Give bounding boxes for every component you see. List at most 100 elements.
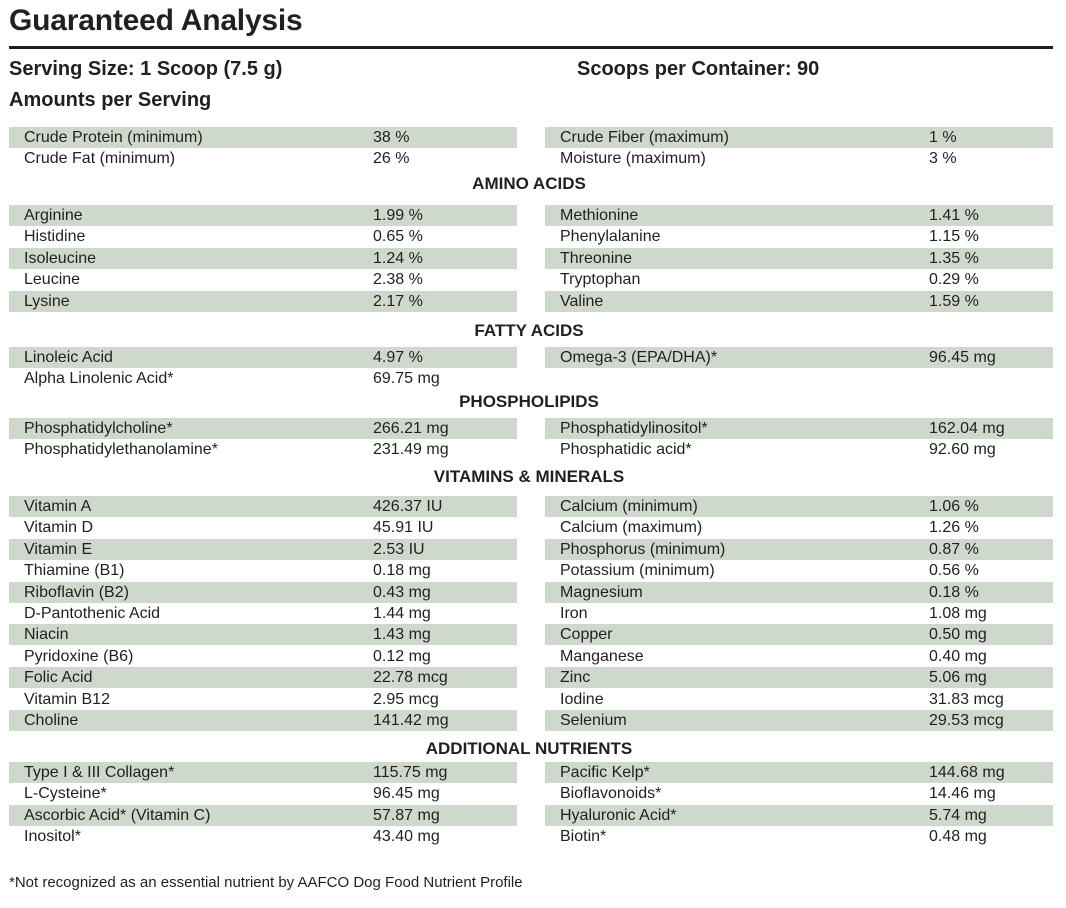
nutrient-row-hyaluronic-acid: Hyaluronic Acid* 5.74 mg <box>545 805 1053 826</box>
nutrient-name: Vitamin A <box>24 498 92 515</box>
nutrient-row-leucine: Leucine 2.38 % <box>9 269 517 290</box>
nutrient-value: 162.04 mg <box>929 420 1005 437</box>
nutrient-name: Thiamine (B1) <box>24 562 125 579</box>
nutrient-value: 0.87 % <box>929 541 979 558</box>
nutrient-row-copper: Copper 0.50 mg <box>545 624 1053 645</box>
nutrient-row-ascorbic-acid-vitamin-c: Ascorbic Acid* (Vitamin C) 57.87 mg <box>9 805 517 826</box>
nutrient-value: 2.53 IU <box>373 541 425 558</box>
nutrient-row-choline: Choline 141.42 mg <box>9 710 517 731</box>
nutrient-row-crude-fiber-maximum: Crude Fiber (maximum) 1 % <box>545 127 1053 148</box>
scoops-per-container: Scoops per Container: 90 <box>577 58 820 80</box>
nutrient-value: 4.97 % <box>373 349 423 366</box>
nutrient-row-isoleucine: Isoleucine 1.24 % <box>9 248 517 269</box>
nutrient-row-methionine: Methionine 1.41 % <box>545 205 1053 226</box>
section-heading-additional-nutrients: ADDITIONAL NUTRIENTS <box>425 739 633 758</box>
nutrient-value: 2.38 % <box>373 271 423 288</box>
nutrient-name: Moisture (maximum) <box>560 150 706 167</box>
nutrient-value: 0.50 mg <box>929 626 987 643</box>
nutrient-value: 5.06 mg <box>929 669 987 686</box>
nutrient-name: Methionine <box>560 207 639 224</box>
nutrient-name: Leucine <box>24 271 81 288</box>
nutrient-name: Crude Fat (minimum) <box>24 150 176 167</box>
footnote: *Not recognized as an essential nutrient… <box>9 874 523 891</box>
nutrient-value: 426.37 IU <box>373 498 443 515</box>
nutrient-name: Alpha Linolenic Acid* <box>24 370 174 387</box>
nutrient-name: Linoleic Acid <box>24 349 113 366</box>
section-heading-phospholipids: PHOSPHOLIPIDS <box>459 392 599 411</box>
nutrient-row-arginine: Arginine 1.99 % <box>9 205 517 226</box>
nutrient-value: 0.43 mg <box>373 584 431 601</box>
nutrient-value: 29.53 mcg <box>929 712 1004 729</box>
nutrient-value: 0.40 mg <box>929 648 987 665</box>
nutrient-name: Iron <box>560 605 588 622</box>
nutrient-name: Calcium (minimum) <box>560 498 698 515</box>
nutrient-row-biotin: Biotin* 0.48 mg <box>545 826 1053 847</box>
nutrient-row-phosphatidylinositol: Phosphatidylinositol* 162.04 mg <box>545 418 1053 439</box>
nutrient-value: 2.17 % <box>373 293 423 310</box>
nutrient-row-calcium-maximum: Calcium (maximum) 1.26 % <box>545 517 1053 538</box>
nutrient-row-phosphatidic-acid: Phosphatidic acid* 92.60 mg <box>545 439 1053 460</box>
nutrient-name: Crude Fiber (maximum) <box>560 129 729 146</box>
nutrient-value: 1.24 % <box>373 250 423 267</box>
nutrient-value: 115.75 mg <box>373 764 448 781</box>
section-heading-amino-acids: AMINO ACIDS <box>472 174 586 193</box>
nutrient-name: Phosphatidylinositol* <box>560 420 708 437</box>
nutrient-value: 266.21 mg <box>373 420 449 437</box>
nutrient-name: Vitamin E <box>24 541 93 558</box>
nutrient-row-manganese: Manganese 0.40 mg <box>545 646 1053 667</box>
nutrient-value: 1.35 % <box>929 250 979 267</box>
nutrient-value: 0.48 mg <box>929 828 987 845</box>
nutrient-value: 0.18 mg <box>373 562 431 579</box>
nutrient-name: Biotin* <box>560 828 607 845</box>
nutrient-value: 141.42 mg <box>373 712 449 729</box>
nutrient-row-pacific-kelp: Pacific Kelp* 144.68 mg <box>545 762 1053 783</box>
nutrient-row-inositol: Inositol* 43.40 mg <box>9 826 517 847</box>
nutrient-name: Folic Acid <box>24 669 93 686</box>
nutrient-value: 1.41 % <box>929 207 979 224</box>
nutrient-name: Magnesium <box>560 584 643 601</box>
nutrient-name: Phosphorus (minimum) <box>560 541 726 558</box>
title-divider <box>9 46 1053 49</box>
nutrient-value: 0.12 mg <box>373 648 431 665</box>
nutrient-name: Niacin <box>24 626 69 643</box>
nutrient-name: Phosphatidic acid* <box>560 441 692 458</box>
nutrient-value: 1.44 mg <box>373 605 431 622</box>
nutrient-row-selenium: Selenium 29.53 mcg <box>545 710 1053 731</box>
nutrient-name: Hyaluronic Acid* <box>560 807 677 824</box>
nutrient-row-threonine: Threonine 1.35 % <box>545 248 1053 269</box>
nutrient-name: Threonine <box>560 250 633 267</box>
nutrient-row-l-cysteine: L-Cysteine* 96.45 mg <box>9 783 517 804</box>
serving-size: Serving Size: 1 Scoop (7.5 g) <box>9 58 283 80</box>
nutrient-row-tryptophan: Tryptophan 0.29 % <box>545 269 1053 290</box>
nutrient-value: 96.45 mg <box>929 349 996 366</box>
nutrient-name: Omega-3 (EPA/DHA)* <box>560 349 718 366</box>
nutrient-value: 96.45 mg <box>373 785 440 802</box>
nutrient-row-riboflavin-b2: Riboflavin (B2) 0.43 mg <box>9 582 517 603</box>
nutrient-value: 2.95 mcg <box>373 691 439 708</box>
nutrient-name: Choline <box>24 712 79 729</box>
nutrient-row-crude-fat-minimum: Crude Fat (minimum) 26 % <box>9 148 517 169</box>
nutrient-name: Iodine <box>560 691 604 708</box>
nutrient-row-potassium-minimum: Potassium (minimum) 0.56 % <box>545 560 1053 581</box>
nutrient-name: L-Cysteine* <box>24 785 107 802</box>
nutrient-value: 1.59 % <box>929 293 979 310</box>
nutrient-name: Ascorbic Acid* (Vitamin C) <box>24 807 211 824</box>
nutrient-name: Phosphatidylcholine* <box>24 420 173 437</box>
nutrient-row-vitamin-d: Vitamin D 45.91 IU <box>9 517 517 538</box>
nutrient-row-vitamin-e: Vitamin E 2.53 IU <box>9 539 517 560</box>
nutrient-row-thiamine-b1: Thiamine (B1) 0.18 mg <box>9 560 517 581</box>
amounts-per-serving: Amounts per Serving <box>9 89 212 111</box>
nutrient-value: 3 % <box>929 150 957 167</box>
nutrient-value: 1.99 % <box>373 207 423 224</box>
nutrient-row-phenylalanine: Phenylalanine 1.15 % <box>545 226 1053 247</box>
nutrient-value: 1.06 % <box>929 498 979 515</box>
nutrient-value: 0.29 % <box>929 271 979 288</box>
nutrient-row-iodine: Iodine 31.83 mcg <box>545 689 1053 710</box>
nutrient-row-histidine: Histidine 0.65 % <box>9 226 517 247</box>
nutrient-value: 45.91 IU <box>373 519 434 536</box>
nutrient-value: 1.43 mg <box>373 626 431 643</box>
nutrient-name: Calcium (maximum) <box>560 519 703 536</box>
nutrient-name: Bioflavonoids* <box>560 785 662 802</box>
nutrient-name: D-Pantothenic Acid <box>24 605 161 622</box>
nutrient-name: Inositol* <box>24 828 81 845</box>
